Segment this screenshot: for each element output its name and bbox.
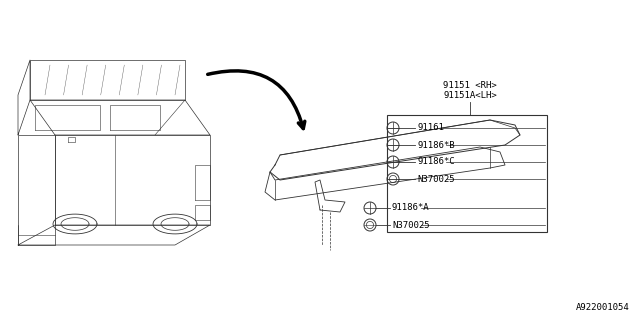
Text: 91161: 91161 [417, 124, 444, 132]
Text: A922001054: A922001054 [576, 303, 630, 312]
Text: 91151 <RH>: 91151 <RH> [443, 81, 497, 90]
Text: 91151A<LH>: 91151A<LH> [443, 91, 497, 100]
Text: N370025: N370025 [417, 174, 454, 183]
Text: N370025: N370025 [392, 220, 429, 229]
FancyArrowPatch shape [208, 71, 305, 129]
Text: 91186*C: 91186*C [417, 157, 454, 166]
Bar [387, 115, 547, 232]
Text: 91186*B: 91186*B [417, 140, 454, 149]
Text: 91186*A: 91186*A [392, 204, 429, 212]
